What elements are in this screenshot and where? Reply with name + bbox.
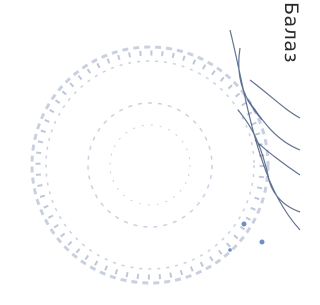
page: Балаз (() => { const data = JSON.parse(d… — [0, 0, 304, 305]
stamp — [32, 47, 268, 283]
scan — [0, 0, 304, 305]
edge-text-box: Балаз — [262, 0, 304, 90]
edge-text: Балаз — [280, 2, 302, 63]
